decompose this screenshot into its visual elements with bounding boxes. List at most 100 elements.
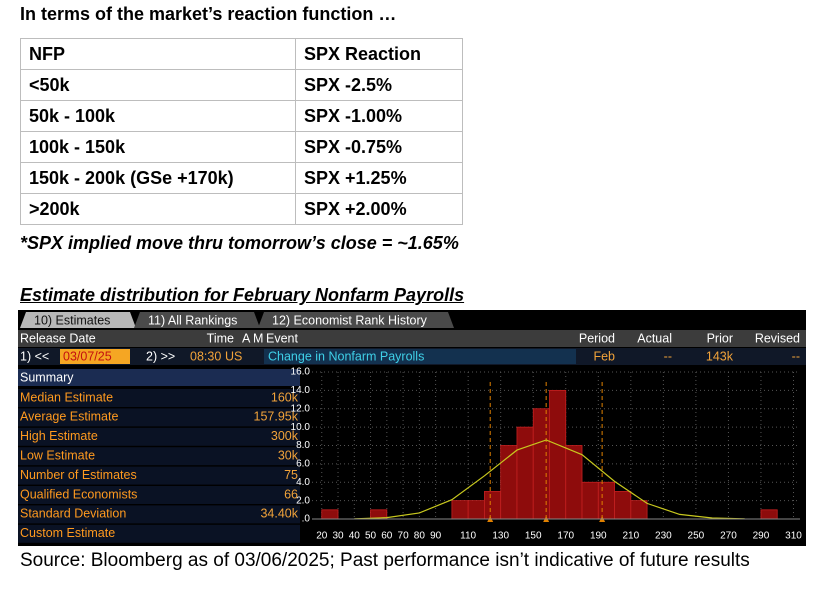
summary-label: Low Estimate bbox=[20, 448, 95, 462]
row-period: Feb bbox=[593, 349, 615, 363]
header-bg bbox=[18, 330, 806, 347]
table-row: 50k - 100k SPX -1.00% bbox=[20, 100, 463, 132]
summary-value: 75 bbox=[284, 468, 298, 482]
column-header: Prior bbox=[707, 331, 733, 345]
x-tick-label: 20 bbox=[316, 531, 328, 542]
summary-row-bg bbox=[18, 505, 300, 524]
table-cell: SPX +2.00% bbox=[295, 193, 463, 225]
summary-label: High Estimate bbox=[20, 429, 98, 443]
bar bbox=[321, 509, 339, 520]
row-prior: 143k bbox=[706, 349, 734, 363]
summary-label: Custom Estimate bbox=[20, 526, 115, 540]
x-tick-label: 230 bbox=[655, 531, 672, 542]
section-title: Estimate distribution for February Nonfa… bbox=[20, 285, 465, 305]
x-tick-label: 110 bbox=[460, 531, 476, 542]
summary-row-bg bbox=[18, 447, 300, 466]
time-value: 08:30 bbox=[190, 349, 221, 363]
table-cell: >200k bbox=[20, 193, 296, 225]
summary-value: 34.40k bbox=[260, 507, 298, 521]
event-bg bbox=[264, 349, 576, 364]
tab[interactable] bbox=[258, 312, 454, 328]
nav-button[interactable]: 1) << bbox=[20, 349, 49, 363]
tab-label[interactable]: 10) Estimates bbox=[34, 313, 110, 327]
country: US bbox=[225, 349, 242, 363]
x-tick-label: 150 bbox=[525, 531, 542, 542]
row-revised: -- bbox=[792, 349, 800, 363]
nav-button[interactable]: 2) >> bbox=[146, 349, 175, 363]
tab[interactable] bbox=[134, 312, 260, 328]
summary-label: Number of Estimates bbox=[20, 468, 137, 482]
y-tick-label: 8.0 bbox=[296, 440, 310, 451]
event-name: Change in Nonfarm Payrolls bbox=[268, 349, 424, 363]
table-cell: SPX +1.25% bbox=[295, 162, 463, 194]
x-tick-label: 60 bbox=[381, 531, 393, 542]
x-tick-label: 30 bbox=[332, 531, 344, 542]
column-header: Event bbox=[266, 331, 298, 345]
table-row: 100k - 150k SPX -0.75% bbox=[20, 131, 463, 163]
table-cell: 100k - 150k bbox=[20, 131, 296, 163]
summary-value: 66 bbox=[284, 487, 298, 501]
summary-row-bg bbox=[18, 524, 300, 543]
x-tick-label: 210 bbox=[622, 531, 639, 542]
table-row: <50k SPX -2.5% bbox=[20, 69, 463, 101]
table-row: 150k - 200k (GSe +170k) SPX +1.25% bbox=[20, 162, 463, 194]
summary-label: Standard Deviation bbox=[20, 507, 126, 521]
x-tick-label: 270 bbox=[720, 531, 737, 542]
table-cell: SPX Reaction bbox=[295, 38, 463, 70]
summary-value: 300k bbox=[271, 429, 299, 443]
bar bbox=[451, 500, 469, 520]
x-tick-label: 170 bbox=[557, 531, 574, 542]
summary-row-bg bbox=[18, 486, 300, 504]
source: Source: Bloomberg as of 03/06/2025; Past… bbox=[20, 550, 750, 571]
x-tick-label: 70 bbox=[398, 531, 410, 542]
x-tick-label: 130 bbox=[492, 531, 509, 542]
y-tick-label: 2.0 bbox=[296, 495, 310, 506]
summary-value: 160k bbox=[271, 390, 299, 404]
table-row: NFP SPX Reaction bbox=[20, 38, 463, 70]
column-header: Release Date bbox=[20, 331, 96, 345]
column-header: Actual bbox=[637, 331, 672, 345]
table-cell: SPX -1.00% bbox=[295, 100, 463, 132]
table-cell: 50k - 100k bbox=[20, 100, 296, 132]
row-actual: -- bbox=[664, 349, 672, 363]
column-header: Period bbox=[579, 331, 615, 345]
bar bbox=[581, 481, 599, 520]
table-cell: <50k bbox=[20, 69, 296, 101]
x-tick-label: 50 bbox=[365, 531, 377, 542]
bar bbox=[516, 426, 534, 520]
x-tick-label: 250 bbox=[688, 531, 705, 542]
bar bbox=[597, 481, 615, 520]
reaction-table: NFP SPX Reaction <50k SPX -2.5% 50k - 100k SP… bbox=[20, 38, 463, 225]
heading: In terms of the market’s reaction functi… bbox=[20, 4, 397, 24]
x-tick-label: 290 bbox=[753, 531, 770, 542]
y-tick-label: 6.0 bbox=[296, 459, 310, 470]
table-row: >200k SPX +2.00% bbox=[20, 193, 463, 225]
bar bbox=[532, 408, 550, 520]
table-cell: 150k - 200k (GSe +170k) bbox=[20, 162, 296, 194]
column-header: Revised bbox=[755, 331, 800, 345]
column-header: M bbox=[253, 331, 263, 345]
bar bbox=[484, 491, 502, 520]
table-cell: SPX -0.75% bbox=[295, 131, 463, 163]
note: *SPX implied move thru tomorrow’s close … bbox=[20, 233, 459, 253]
bar bbox=[549, 389, 567, 520]
fit-curve bbox=[354, 439, 745, 520]
tab[interactable] bbox=[20, 312, 136, 328]
table-cell: SPX -2.5% bbox=[295, 69, 463, 101]
tab-label[interactable]: 12) Economist Rank History bbox=[272, 313, 428, 327]
x-tick-label: 90 bbox=[430, 531, 442, 542]
y-tick-label: 14.0 bbox=[291, 385, 311, 396]
tab-label[interactable]: 11) All Rankings bbox=[148, 313, 237, 327]
bar bbox=[467, 500, 485, 520]
x-tick-label: 40 bbox=[349, 531, 361, 542]
date-field[interactable] bbox=[60, 349, 130, 364]
summary-row-bg bbox=[18, 427, 300, 446]
date-value[interactable]: 03/07/25 bbox=[63, 349, 112, 363]
summary-row-bg bbox=[18, 389, 300, 407]
summary-header-bg bbox=[18, 369, 300, 386]
summary-value: 157.95k bbox=[254, 410, 299, 424]
summary-row-bg bbox=[18, 408, 300, 427]
y-tick-label: 16.0 bbox=[291, 367, 311, 378]
y-tick-label: 12.0 bbox=[291, 403, 311, 414]
summary-title: Summary bbox=[20, 370, 74, 384]
